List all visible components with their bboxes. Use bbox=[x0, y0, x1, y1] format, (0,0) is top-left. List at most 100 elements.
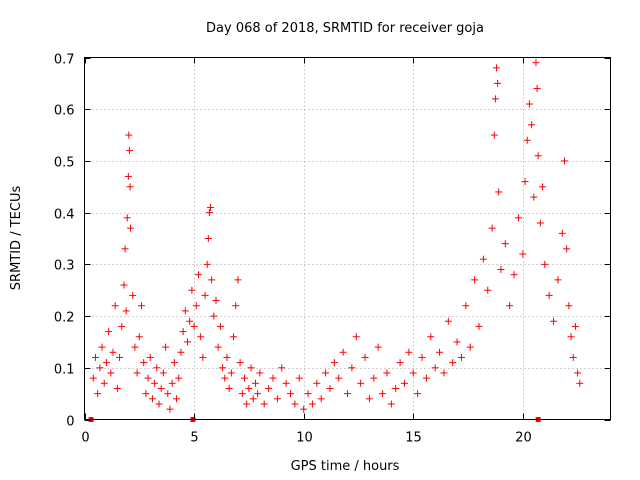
data-point bbox=[352, 333, 360, 341]
data-point bbox=[534, 152, 542, 160]
data-point bbox=[497, 266, 505, 274]
data-point bbox=[457, 353, 465, 361]
data-point bbox=[125, 147, 133, 155]
data-point bbox=[560, 157, 568, 165]
data-point bbox=[94, 390, 102, 398]
data-point bbox=[98, 343, 106, 351]
data-point bbox=[278, 364, 286, 372]
data-point bbox=[519, 250, 527, 258]
data-point bbox=[567, 333, 575, 341]
data-point bbox=[151, 379, 159, 387]
data-point bbox=[490, 131, 498, 139]
data-point bbox=[273, 395, 281, 403]
y-tick-label: 0.1 bbox=[54, 363, 75, 378]
data-point bbox=[89, 374, 97, 382]
data-point bbox=[186, 317, 194, 325]
y-tick-label: 0.7 bbox=[54, 53, 75, 68]
data-point bbox=[111, 302, 119, 310]
data-point bbox=[223, 353, 231, 361]
data-point bbox=[142, 390, 150, 398]
data-point bbox=[129, 291, 137, 299]
data-point bbox=[199, 353, 207, 361]
data-point bbox=[96, 364, 104, 372]
data-point bbox=[155, 400, 163, 408]
data-point bbox=[123, 214, 131, 222]
x-tick-label: 10 bbox=[296, 431, 313, 446]
data-point bbox=[121, 245, 129, 253]
data-point bbox=[495, 188, 503, 196]
data-point bbox=[162, 343, 170, 351]
data-point bbox=[269, 374, 277, 382]
data-point bbox=[431, 364, 439, 372]
data-point bbox=[148, 395, 156, 403]
data-point bbox=[197, 333, 205, 341]
data-point bbox=[207, 203, 215, 211]
data-point bbox=[576, 379, 584, 387]
data-point bbox=[249, 395, 257, 403]
data-point bbox=[357, 379, 365, 387]
data-point bbox=[116, 353, 124, 361]
data-point bbox=[212, 297, 220, 305]
x-tick-label: 5 bbox=[190, 431, 198, 446]
data-point bbox=[107, 369, 115, 377]
data-point bbox=[245, 384, 253, 392]
data-point bbox=[184, 338, 192, 346]
data-point bbox=[126, 183, 134, 191]
data-point bbox=[236, 359, 244, 367]
y-tick-label: 0.5 bbox=[54, 156, 75, 171]
data-point bbox=[383, 369, 391, 377]
data-point bbox=[243, 400, 251, 408]
data-point bbox=[203, 260, 211, 268]
data-point bbox=[205, 209, 213, 217]
data-point bbox=[230, 333, 238, 341]
data-point bbox=[125, 131, 133, 139]
data-point bbox=[541, 260, 549, 268]
y-tick-label: 0.3 bbox=[54, 259, 75, 274]
data-point bbox=[326, 384, 334, 392]
data-point bbox=[569, 353, 577, 361]
data-point bbox=[405, 348, 413, 356]
data-point bbox=[554, 276, 562, 284]
data-point bbox=[208, 276, 216, 284]
data-point bbox=[227, 369, 235, 377]
data-point bbox=[493, 64, 501, 72]
data-point bbox=[214, 343, 222, 351]
data-point bbox=[153, 364, 161, 372]
data-point bbox=[479, 255, 487, 263]
data-point bbox=[558, 229, 566, 237]
data-point bbox=[453, 338, 461, 346]
data-point bbox=[100, 379, 108, 387]
data-point bbox=[308, 400, 316, 408]
data-point bbox=[146, 353, 154, 361]
data-point bbox=[484, 286, 492, 294]
data-point bbox=[370, 374, 378, 382]
data-point bbox=[565, 302, 573, 310]
data-point bbox=[254, 390, 262, 398]
data-point bbox=[118, 322, 126, 330]
data-point bbox=[344, 390, 351, 398]
data-point bbox=[140, 359, 148, 367]
data-point bbox=[521, 178, 529, 186]
data-point bbox=[238, 390, 246, 398]
data-point bbox=[536, 219, 544, 227]
data-point bbox=[102, 359, 110, 367]
data-point bbox=[113, 384, 121, 392]
data-point bbox=[295, 374, 303, 382]
data-point bbox=[216, 322, 224, 330]
data-point bbox=[159, 369, 167, 377]
data-point bbox=[525, 100, 533, 108]
data-point bbox=[440, 369, 448, 377]
chart-title: Day 068 of 2018, SRMTID for receiver goj… bbox=[206, 21, 484, 36]
data-point bbox=[506, 302, 514, 310]
y-tick-label: 0.4 bbox=[54, 208, 75, 223]
data-point bbox=[166, 405, 174, 413]
data-point bbox=[449, 359, 457, 367]
data-point bbox=[574, 369, 582, 377]
data-point bbox=[510, 271, 518, 279]
data-point bbox=[414, 390, 422, 398]
data-point bbox=[173, 395, 181, 403]
grid bbox=[84, 57, 611, 420]
x-tick-label: 15 bbox=[405, 431, 422, 446]
data-point bbox=[201, 291, 209, 299]
data-point bbox=[164, 390, 172, 398]
